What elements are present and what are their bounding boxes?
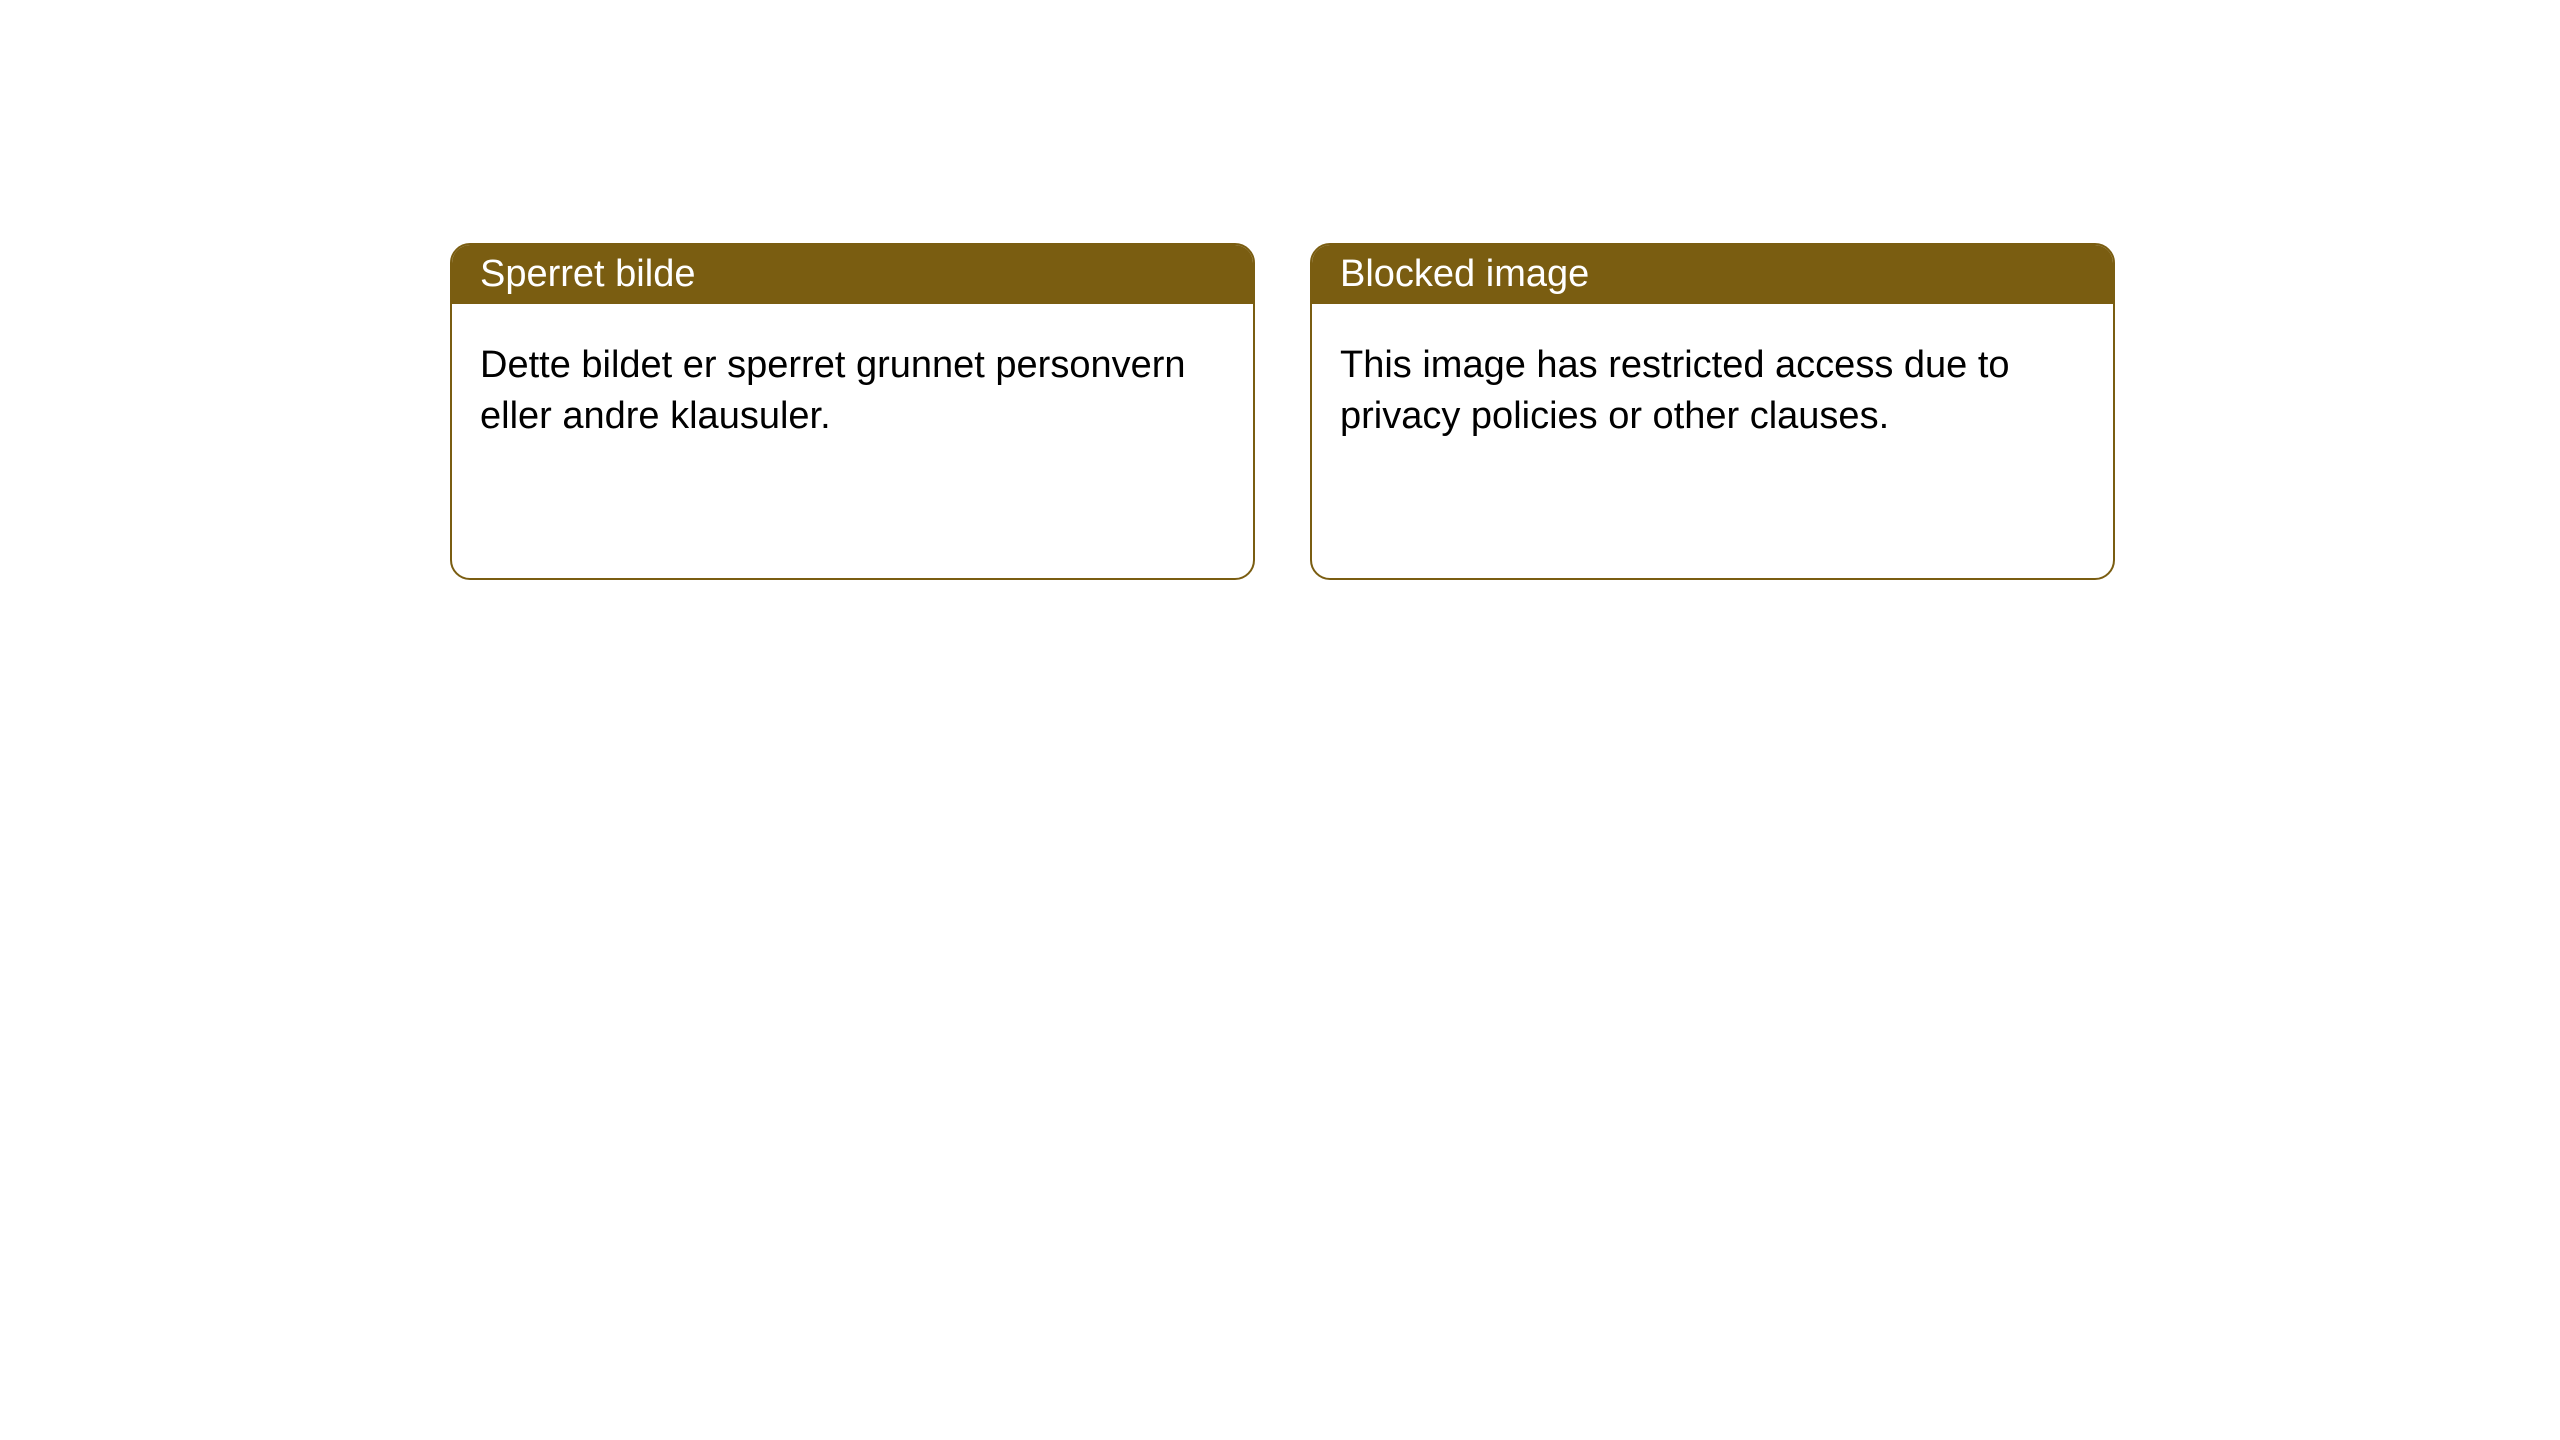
card-message: Dette bildet er sperret grunnet personve… [480,344,1186,437]
card-header: Blocked image [1312,245,2113,304]
card-header: Sperret bilde [452,245,1253,304]
card-message: This image has restricted access due to … [1340,344,2010,437]
card-body: This image has restricted access due to … [1312,304,2113,479]
card-title: Sperret bilde [480,253,695,295]
blocked-image-card-en: Blocked image This image has restricted … [1310,243,2115,580]
blocked-image-card-no: Sperret bilde Dette bildet er sperret gr… [450,243,1255,580]
card-body: Dette bildet er sperret grunnet personve… [452,304,1253,479]
card-title: Blocked image [1340,253,1589,295]
notice-container: Sperret bilde Dette bildet er sperret gr… [0,0,2560,580]
